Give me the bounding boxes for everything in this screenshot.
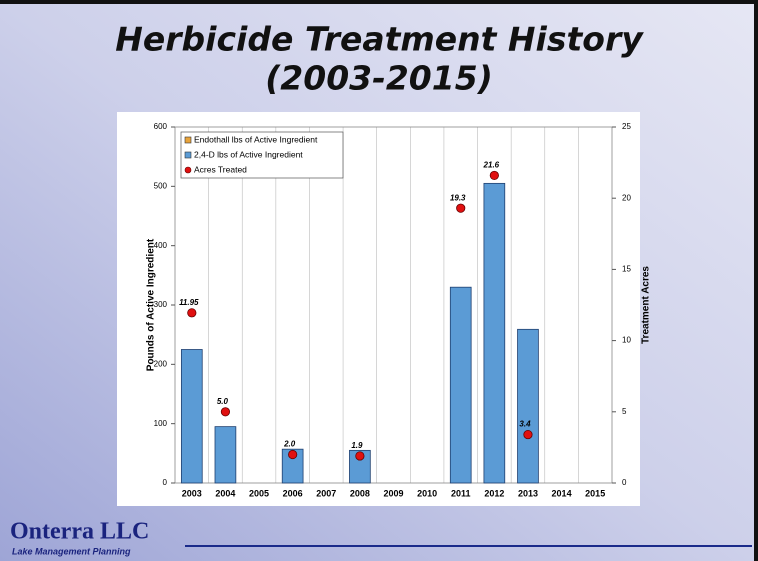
point xyxy=(456,203,466,213)
point xyxy=(489,170,499,181)
x-tick-label: 2005 xyxy=(249,488,269,498)
legend-label: Endothall lbs of Active Ingredient xyxy=(194,134,318,144)
top-border xyxy=(0,0,758,4)
y-tick-label: 0 xyxy=(163,478,168,487)
title-line: Herbicide Treatment History xyxy=(115,20,644,59)
x-tick-label: 2011 xyxy=(451,488,471,498)
y2-tick-label: 25 xyxy=(622,122,631,131)
x-tick-label: 2012 xyxy=(484,488,504,498)
x-tick-label: 2013 xyxy=(518,488,538,498)
x-tick-label: 2014 xyxy=(552,488,572,498)
y-tick-label: 200 xyxy=(154,359,168,368)
data-label: 1.9 xyxy=(351,441,363,450)
y2-axis-label: Treatment Acres xyxy=(641,266,652,344)
y-tick-label: 600 xyxy=(154,122,168,131)
y-tick-label: 500 xyxy=(154,181,168,190)
data-label: 19.3 xyxy=(450,193,466,202)
y-tick-label: 100 xyxy=(154,419,168,428)
y2-tick-label: 20 xyxy=(622,193,631,202)
point xyxy=(220,407,231,417)
bar xyxy=(517,328,539,484)
legend-label: Acres Treated xyxy=(194,164,247,174)
x-tick-label: 2006 xyxy=(283,488,303,498)
y2-tick-label: 0 xyxy=(622,478,627,487)
legend-swatch xyxy=(184,136,192,144)
x-tick-label: 2007 xyxy=(316,488,336,498)
bar xyxy=(281,448,304,484)
x-tick-label: 2010 xyxy=(417,488,437,498)
y2-tick-label: 15 xyxy=(622,265,631,274)
legend-box xyxy=(180,131,344,179)
x-tick-label: 2009 xyxy=(383,488,403,498)
data-label: 3.4 xyxy=(519,420,531,429)
legend-swatch xyxy=(184,166,192,174)
y-tick-label: 300 xyxy=(154,300,168,309)
logo: Onterra LLC xyxy=(10,519,149,545)
data-label: 21.6 xyxy=(483,161,500,170)
x-tick-label: 2004 xyxy=(215,488,235,498)
data-label: 5.0 xyxy=(217,397,229,406)
legend-label: 2,4-D lbs of Active Ingredient xyxy=(194,149,303,159)
logo-tagline: Lake Management Planning xyxy=(12,546,131,556)
y2-tick-label: 5 xyxy=(622,407,627,416)
y-tick-label: 400 xyxy=(154,241,168,250)
data-label: 11.95 xyxy=(179,298,199,307)
x-tick-label: 2008 xyxy=(350,488,370,498)
title-line: (2003-2015) xyxy=(265,59,493,98)
bar xyxy=(214,426,237,484)
data-label: 2.0 xyxy=(283,440,296,449)
x-tick-label: 2003 xyxy=(182,488,202,498)
bar xyxy=(349,449,371,484)
point xyxy=(523,429,533,440)
legend-swatch xyxy=(184,151,192,159)
point xyxy=(288,449,298,460)
point xyxy=(355,451,365,461)
bar xyxy=(483,182,506,484)
y2-tick-label: 10 xyxy=(622,336,631,345)
bar xyxy=(449,286,472,484)
right-border xyxy=(754,0,758,561)
point xyxy=(187,308,197,318)
x-tick-label: 2015 xyxy=(585,488,605,498)
y-axis-label: Pounds of Active Ingredient xyxy=(146,238,157,371)
bar xyxy=(180,349,203,484)
